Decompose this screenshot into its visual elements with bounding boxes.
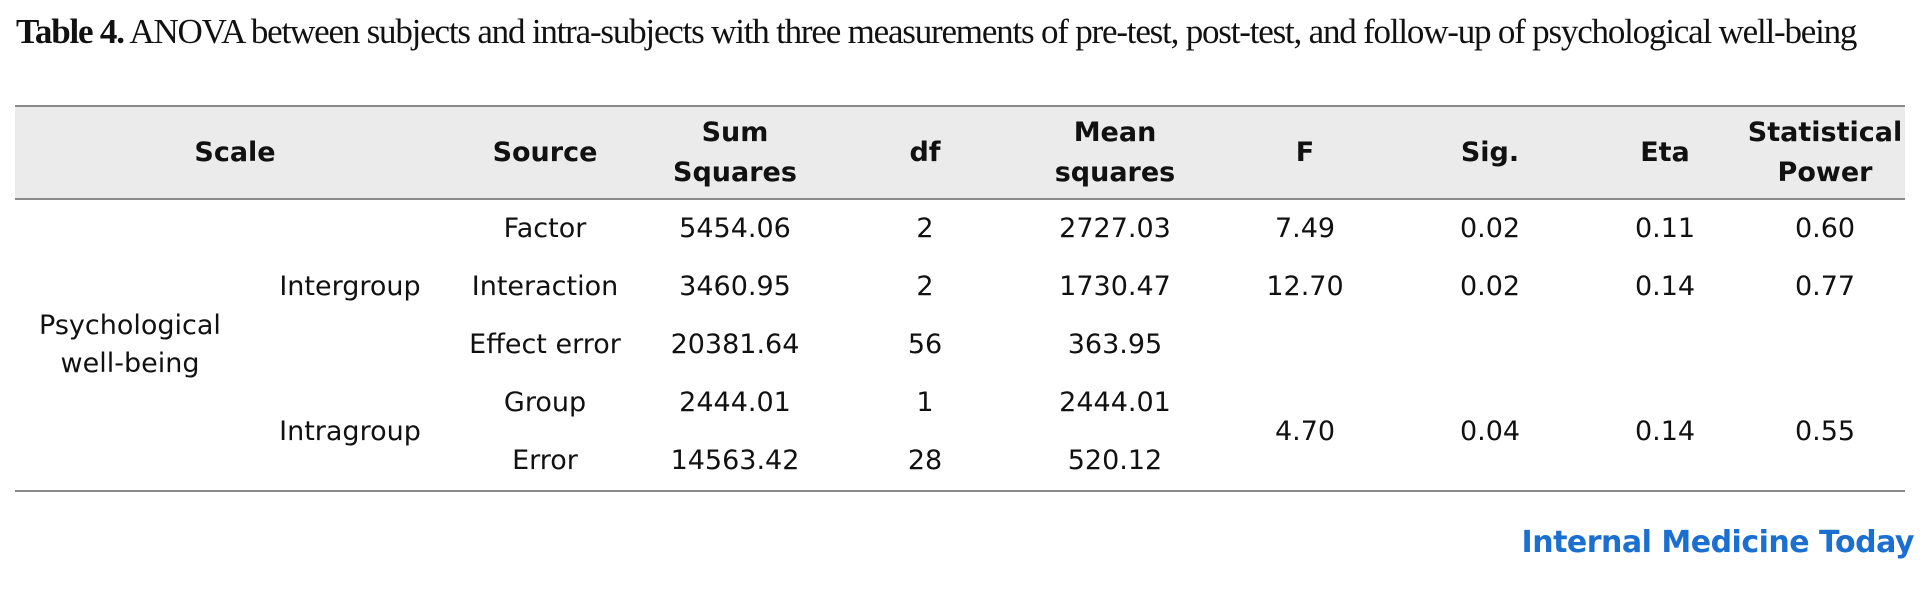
intragroup-f-cell: 4.70 xyxy=(1215,374,1395,492)
source-cell: Error xyxy=(455,432,635,492)
group-intergroup: Intergroup xyxy=(279,271,421,302)
source-cell: Effect error xyxy=(469,329,621,360)
sig-cell: 0.02 xyxy=(1459,271,1521,302)
table-row: Interaction 3460.95 2 1730.47 12.70 0.02… xyxy=(15,258,1905,316)
header-mean-squares-line2: squares xyxy=(1054,156,1176,188)
sum-squares-cell: 20381.64 xyxy=(670,329,800,360)
header-f: F xyxy=(1215,105,1395,200)
header-sum-squares: Sum Squares xyxy=(635,105,835,200)
mean-squares-cell: 2727.03 xyxy=(1059,213,1171,244)
header-mean-squares: Mean squares xyxy=(1015,105,1215,200)
f-cell: 7.49 xyxy=(1274,213,1336,244)
sum-squares-cell: 3460.95 xyxy=(679,271,791,302)
df-cell: 56 xyxy=(907,329,943,360)
anova-table: Scale Source Sum Squares df Mean squares F… xyxy=(15,105,1905,492)
header-eta: Eta xyxy=(1585,105,1745,200)
header-source: Source xyxy=(455,105,635,200)
source-cell: Interaction xyxy=(471,271,619,302)
table-caption: Table 4. ANOVA between subjects and intr… xyxy=(16,10,1916,54)
intragroup-eta-cell: 0.14 xyxy=(1585,374,1745,492)
group-intragroup: Intragroup xyxy=(245,374,455,492)
scale-cell: Psychological well-being xyxy=(15,199,245,492)
intragroup-power-cell: 0.55 xyxy=(1745,374,1905,492)
power-cell xyxy=(1745,316,1905,374)
sum-squares-cell: 14563.42 xyxy=(635,432,835,492)
df-cell: 1 xyxy=(916,387,934,418)
df-cell: 2 xyxy=(916,213,934,244)
sig-cell: 0.02 xyxy=(1459,213,1521,244)
header-sum-squares-line2: Squares xyxy=(673,156,797,188)
table-row: Psychological well-being Intergroup Facto… xyxy=(15,199,1905,492)
df-cell: 2 xyxy=(916,271,934,302)
power-cell: 0.60 xyxy=(1794,213,1856,244)
header-mean-squares-line1: Mean xyxy=(1073,116,1157,148)
mean-squares-cell: 520.12 xyxy=(1015,432,1215,492)
source-cell: Group xyxy=(503,387,587,418)
journal-brand-logo: Internal Medicine Today xyxy=(1521,525,1915,560)
table-row: Error 14563.42 28 520.12 xyxy=(15,432,1905,492)
table-body: Psychological well-being Intergroup Facto… xyxy=(15,199,1905,492)
header-sig: Sig. xyxy=(1395,105,1585,200)
sum-squares-cell: 2444.01 xyxy=(679,387,791,418)
scale-label-line1: Psychological xyxy=(39,310,221,341)
anova-table-container: Scale Source Sum Squares df Mean squares F… xyxy=(15,105,1905,492)
mean-squares-cell: 363.95 xyxy=(1067,329,1163,360)
header-power-line2: Power xyxy=(1777,156,1873,188)
caption-text: ANOVA between subjects and intra-subject… xyxy=(123,12,1857,51)
header-row: Scale Source Sum Squares df Mean squares F… xyxy=(15,105,1905,200)
table-header: Scale Source Sum Squares df Mean squares F… xyxy=(15,105,1905,200)
header-df: df xyxy=(835,105,1015,200)
scale-label-line2: well-being xyxy=(60,348,200,379)
table-row: Effect error 20381.64 56 363.95 xyxy=(15,316,1905,374)
sum-squares-cell: 5454.06 xyxy=(679,213,791,244)
power-cell: 0.77 xyxy=(1794,271,1856,302)
mean-squares-cell: 1730.47 xyxy=(1059,271,1171,302)
f-cell: 12.70 xyxy=(1266,271,1344,302)
mean-squares-cell: 2444.01 xyxy=(1059,387,1171,418)
eta-cell xyxy=(1585,316,1745,374)
sig-cell xyxy=(1395,316,1585,374)
df-cell: 28 xyxy=(835,432,1015,492)
table-row: Intragroup Group 2444.01 1 2444.01 4.70 … xyxy=(15,374,1905,492)
eta-cell: 0.14 xyxy=(1634,271,1696,302)
source-cell: Factor xyxy=(503,213,587,244)
caption-label: Table 4. xyxy=(16,12,125,51)
header-scale: Scale xyxy=(15,105,455,200)
eta-cell: 0.11 xyxy=(1634,213,1696,244)
header-statistical-power: Statistical Power xyxy=(1745,105,1905,200)
f-cell xyxy=(1215,316,1395,374)
intragroup-sig-cell: 0.04 xyxy=(1395,374,1585,492)
header-sum-squares-line1: Sum xyxy=(701,116,769,148)
header-power-line1: Statistical xyxy=(1747,116,1903,148)
